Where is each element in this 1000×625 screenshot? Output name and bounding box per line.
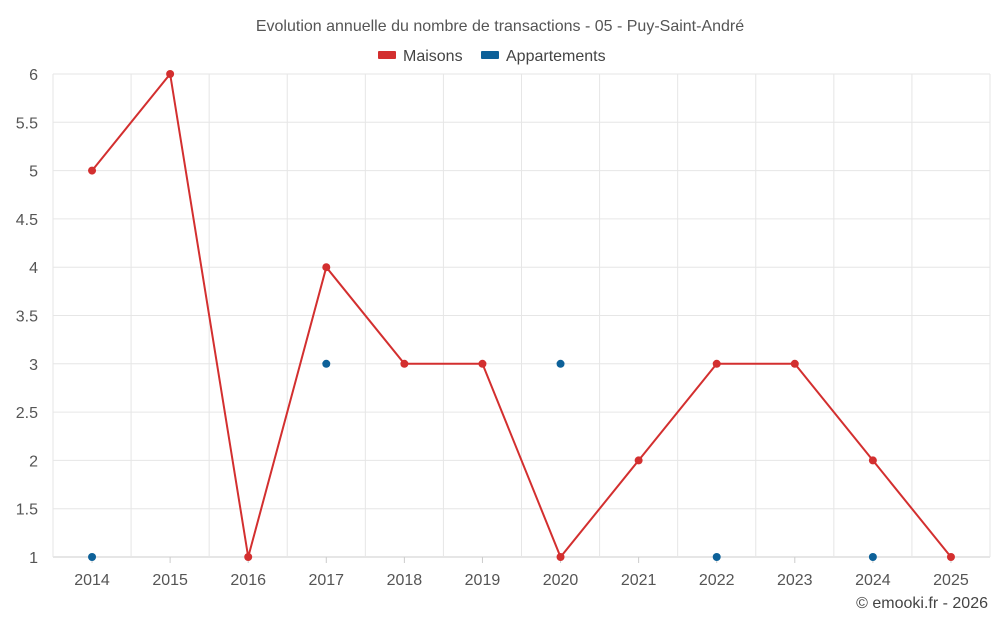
x-tick-label: 2014	[74, 572, 110, 589]
data-point-maisons-2022[interactable]	[712, 359, 721, 368]
data-point-maisons-2015[interactable]	[166, 70, 175, 78]
x-tick-label: 2020	[543, 572, 579, 589]
data-point-appartements-2024[interactable]	[868, 553, 877, 561]
legend-swatch-appartements	[481, 51, 499, 59]
series-appartements	[88, 359, 877, 561]
y-tick-label: 3	[29, 357, 38, 374]
legend-item-appartements[interactable]: Appartements	[481, 48, 606, 65]
y-tick-label: 1.5	[16, 502, 38, 519]
data-point-appartements-2020[interactable]	[556, 359, 565, 368]
series-maisons	[88, 70, 955, 561]
x-tick-label: 2023	[777, 572, 813, 589]
data-point-appartements-2017[interactable]	[322, 359, 331, 368]
data-point-maisons-2018[interactable]	[400, 359, 409, 368]
y-tick-label: 5.5	[16, 115, 38, 132]
data-point-maisons-2020[interactable]	[556, 553, 565, 561]
data-point-maisons-2019[interactable]	[478, 359, 487, 368]
legend-label-maisons: Maisons	[403, 48, 463, 65]
chart-title: Evolution annuelle du nombre de transact…	[256, 18, 744, 35]
x-tick-label: 2021	[621, 572, 657, 589]
y-tick-label: 4	[29, 260, 38, 277]
y-tick-label: 4.5	[16, 212, 38, 229]
y-tick-label: 1	[29, 550, 38, 567]
series	[88, 70, 955, 561]
x-tick-label: 2015	[152, 572, 188, 589]
data-point-appartements-2014[interactable]	[88, 553, 97, 561]
x-tick-label: 2017	[308, 572, 344, 589]
y-tick-label: 6	[29, 67, 38, 84]
grid	[52, 73, 991, 558]
x-tick-label: 2022	[699, 572, 735, 589]
credit-text: © emooki.fr - 2026	[856, 595, 988, 612]
data-point-maisons-2023[interactable]	[790, 359, 799, 368]
x-tick-label: 2024	[855, 572, 891, 589]
x-tick-label: 2016	[230, 572, 266, 589]
legend-swatch-maisons	[378, 51, 396, 59]
legend: Maisons Appartements	[378, 48, 606, 65]
series-line-maisons	[91, 71, 952, 559]
legend-item-maisons[interactable]: Maisons	[378, 48, 463, 65]
data-point-maisons-2014[interactable]	[88, 166, 97, 175]
legend-label-appartements: Appartements	[506, 48, 606, 65]
data-point-maisons-2021[interactable]	[634, 456, 643, 465]
data-point-appartements-2022[interactable]	[712, 553, 721, 561]
data-point-maisons-2024[interactable]	[868, 456, 877, 465]
y-tick-label: 3.5	[16, 309, 38, 326]
x-tick-label: 2025	[933, 572, 969, 589]
x-axis-ticks: 2014 2015 2016 2017 2018 2019 2020 2021 2022 2023…	[74, 557, 969, 589]
data-point-maisons-2025[interactable]	[946, 553, 955, 561]
y-tick-label: 2	[29, 453, 38, 470]
y-tick-label: 2.5	[16, 405, 38, 422]
x-tick-label: 2018	[387, 572, 423, 589]
data-point-maisons-2016[interactable]	[244, 553, 253, 561]
y-axis-ticks: 1 1.5 2 2.5 3 3.5 4 4.5 5 5.5 6	[16, 67, 38, 567]
y-tick-label: 5	[29, 164, 38, 181]
data-point-maisons-2017[interactable]	[322, 263, 331, 272]
x-tick-label: 2019	[465, 572, 501, 589]
